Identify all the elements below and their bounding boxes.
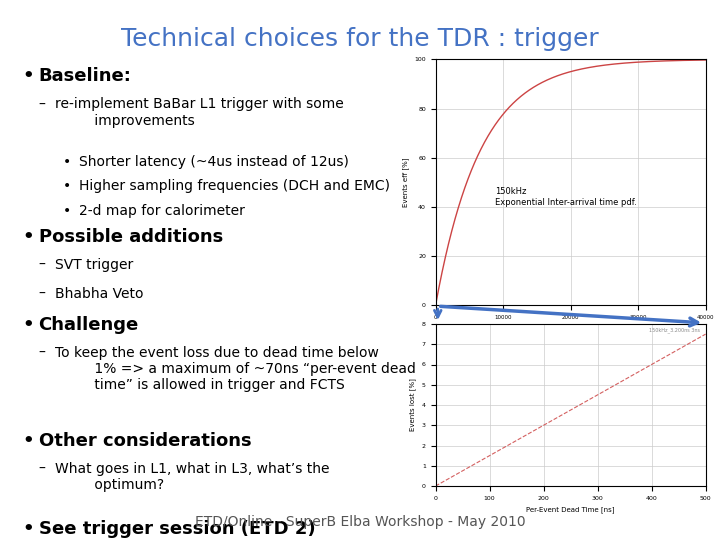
Text: re-implement BaBar L1 trigger with some
         improvements: re-implement BaBar L1 trigger with some …	[55, 97, 343, 127]
Text: 2-d map for calorimeter: 2-d map for calorimeter	[79, 204, 245, 218]
Text: Bhabha Veto: Bhabha Veto	[55, 287, 143, 301]
Y-axis label: Events lost [%]: Events lost [%]	[410, 379, 416, 431]
Text: Other considerations: Other considerations	[39, 432, 251, 450]
Text: What goes in L1, what in L3, what’s the
         optimum?: What goes in L1, what in L3, what’s the …	[55, 462, 329, 492]
Text: Baseline:: Baseline:	[39, 68, 132, 85]
Text: 150kHz_3.200ns 3ns: 150kHz_3.200ns 3ns	[649, 327, 701, 333]
Text: 150kHz
Exponential Inter-arrival time pdf.: 150kHz Exponential Inter-arrival time pd…	[495, 187, 636, 207]
Text: Possible additions: Possible additions	[39, 228, 223, 246]
Text: Technical choices for the TDR : trigger: Technical choices for the TDR : trigger	[121, 27, 599, 51]
Text: •: •	[63, 155, 71, 169]
Text: ETD/Online - SuperB Elba Workshop - May 2010: ETD/Online - SuperB Elba Workshop - May …	[194, 515, 526, 529]
Text: –: –	[39, 258, 45, 272]
Text: See trigger session (ETD 2): See trigger session (ETD 2)	[39, 520, 315, 538]
Text: To keep the event loss due to dead time below
         1% => a maximum of ~70ns : To keep the event loss due to dead time …	[55, 346, 415, 392]
Text: Shorter latency (~4us instead of 12us): Shorter latency (~4us instead of 12us)	[79, 155, 348, 169]
Text: •: •	[22, 228, 34, 246]
X-axis label: Per-Event Dead Time [ns]: Per-Event Dead Time [ns]	[526, 507, 615, 513]
Text: Higher sampling frequencies (DCH and EMC): Higher sampling frequencies (DCH and EMC…	[79, 179, 390, 193]
X-axis label: Run Phase Latency Time [ns]: Run Phase Latency Time [ns]	[520, 326, 621, 332]
Text: –: –	[39, 462, 45, 476]
Text: •: •	[22, 520, 34, 538]
Text: •: •	[63, 179, 71, 193]
Text: •: •	[63, 204, 71, 218]
Text: –: –	[39, 287, 45, 301]
Text: •: •	[22, 316, 34, 334]
Text: Challenge: Challenge	[39, 316, 139, 334]
Text: •: •	[22, 432, 34, 450]
Text: –: –	[39, 97, 45, 111]
Y-axis label: Events eff [%]: Events eff [%]	[402, 158, 409, 207]
Text: SVT trigger: SVT trigger	[55, 258, 133, 272]
Text: –: –	[39, 346, 45, 360]
Text: •: •	[22, 68, 34, 85]
